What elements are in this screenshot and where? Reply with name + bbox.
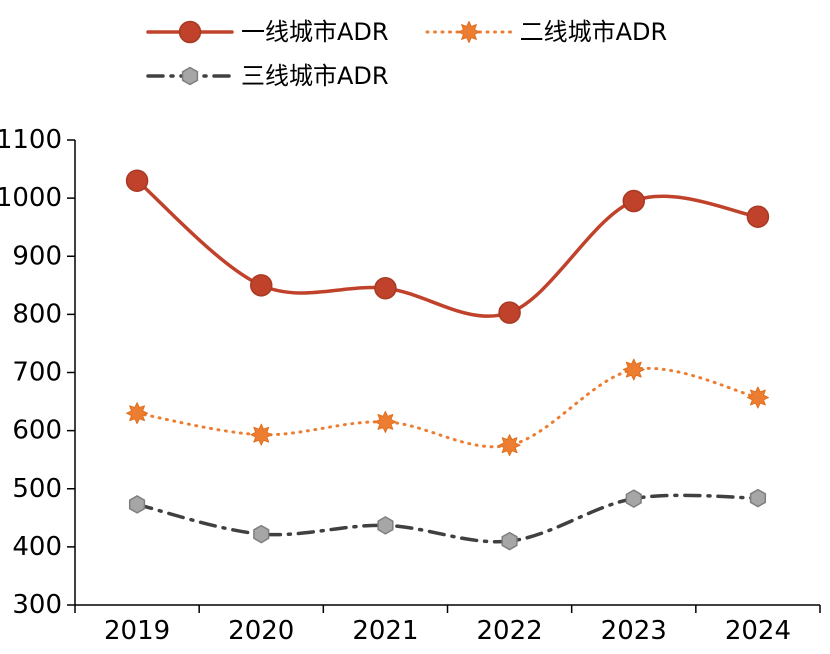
y-tick-label-700: 700 xyxy=(12,358,62,388)
y-tick-label-400: 400 xyxy=(12,532,62,562)
legend-label-1: 二线城市ADR xyxy=(519,18,668,46)
marker-0-2022 xyxy=(498,301,521,324)
y-tick-label-800: 800 xyxy=(12,299,62,329)
marker-1-2020 xyxy=(250,423,273,446)
x-tick-label-2019: 2019 xyxy=(104,616,170,646)
y-tick-label-500: 500 xyxy=(12,474,62,504)
marker-1-2023 xyxy=(622,358,645,381)
marker-2-2022 xyxy=(501,531,518,551)
x-tick-label-2021: 2021 xyxy=(352,616,418,646)
marker-1-2019 xyxy=(126,402,149,425)
legend-marker-icon-0 xyxy=(178,20,202,44)
legend-marker-icon-2 xyxy=(181,66,199,86)
chart-legend: 一线城市ADR 二线城市ADR 三线城市ADR xyxy=(0,0,790,112)
legend-item-0: 一线城市ADR xyxy=(146,18,389,46)
y-tick-label-1100: 1100 xyxy=(0,125,62,155)
marker-0-2019 xyxy=(125,169,149,192)
legend-key-2 xyxy=(146,66,234,86)
legend-item-1: 二线城市ADR xyxy=(425,18,668,46)
legend-key-1 xyxy=(425,21,513,43)
marker-1-2021 xyxy=(374,410,397,433)
y-tick-label-1000: 1000 xyxy=(0,183,62,213)
marker-2-2024 xyxy=(749,488,767,508)
marker-1-2022 xyxy=(498,434,521,457)
plot-area: 300 400 500 600 700 800 900 1000 1100 2019 2020 202… xyxy=(0,125,821,646)
legend-item-2: 三线城市ADR xyxy=(146,62,389,90)
marker-1-2024 xyxy=(746,386,769,409)
marker-0-2020 xyxy=(250,274,273,297)
marker-0-2024 xyxy=(746,205,770,228)
x-tick-label-2023: 2023 xyxy=(601,616,667,646)
marker-2-2021 xyxy=(377,516,394,535)
marker-0-2021 xyxy=(374,276,397,300)
x-tick-label-2022: 2022 xyxy=(476,616,542,646)
marker-2-2023 xyxy=(625,489,642,508)
series-line-0 xyxy=(135,178,760,318)
x-tick-label-2020: 2020 xyxy=(228,616,294,646)
marker-2-2019 xyxy=(128,495,146,514)
marker-2-2020 xyxy=(253,524,270,544)
y-tick-label-600: 600 xyxy=(12,416,62,446)
legend-label-2: 三线城市ADR xyxy=(241,62,389,90)
y-tick-label-300: 300 xyxy=(12,590,62,620)
y-tick-label-900: 900 xyxy=(12,241,62,271)
series-line-1 xyxy=(135,366,760,449)
legend-key-0 xyxy=(146,20,234,44)
legend-label-0: 一线城市ADR xyxy=(241,18,389,46)
legend-marker-icon-1 xyxy=(457,21,480,43)
x-tick-label-2024: 2024 xyxy=(725,616,791,646)
series-line-2 xyxy=(135,493,760,544)
marker-0-2023 xyxy=(622,189,645,213)
